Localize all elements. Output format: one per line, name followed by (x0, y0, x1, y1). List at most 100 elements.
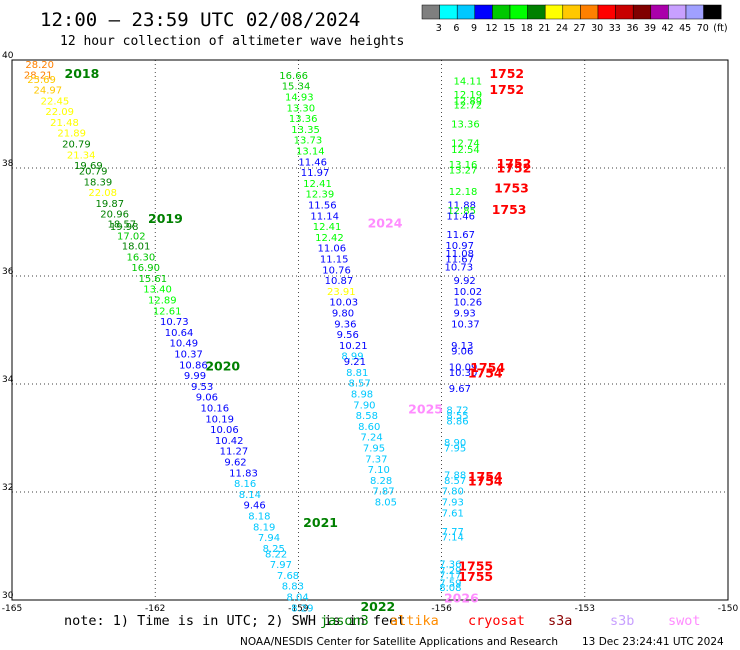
wave-height-value: 11.08 (445, 249, 474, 260)
footer-note: note: 1) Time is in UTC; 2) SWH is in fe… (64, 613, 405, 629)
wave-height-value: 10.87 (325, 276, 354, 287)
footer-credit: NOAA/NESDIS Center for Satellite Applica… (240, 636, 558, 648)
track-year-label: 2021 (303, 515, 338, 530)
wave-height-value: 8.05 (375, 498, 397, 509)
track-year-label: 1755 (458, 558, 493, 573)
colorbar-swatch (615, 4, 634, 20)
track-year-label: 1752 (489, 82, 524, 97)
wave-height-value: 13.16 (449, 160, 478, 171)
colorbar-swatch (580, 4, 599, 20)
colorbar-swatch (650, 4, 669, 20)
wave-height-value: 8.16 (234, 479, 256, 490)
wave-height-value: 8.55 (446, 411, 468, 422)
wave-height-value: 7.94 (258, 533, 280, 544)
track-year-label: 1754 (468, 474, 503, 489)
wave-height-value: 10.97 (445, 241, 474, 252)
wave-height-value: 18.57 (107, 219, 136, 230)
wave-height-value: 9.99 (184, 371, 206, 382)
track-year-label: 1754 (468, 366, 503, 381)
colorbar-label: 9 (471, 23, 477, 34)
wave-height-value: 11.27 (220, 447, 249, 458)
plot-frame (11, 59, 729, 601)
colorbar-swatch (685, 4, 704, 20)
wave-height-value: 21.89 (57, 129, 86, 140)
wave-height-value: 9.93 (454, 309, 476, 320)
wave-height-value: 22.08 (88, 188, 117, 199)
wave-height-value: 20.79 (62, 139, 91, 150)
wave-height-value: 7.77 (442, 527, 464, 538)
x-tick-label: -156 (431, 604, 452, 614)
satellite-legend: jason3 altika cryosat s3a s3b swot (320, 613, 701, 629)
wave-height-value: 16.90 (131, 263, 160, 274)
wave-height-value: 23.91 (327, 287, 356, 298)
track-year-label: 1752 (489, 66, 524, 81)
wave-height-value: 10.02 (454, 287, 483, 298)
colorbar-swatch (456, 4, 476, 20)
wave-height-value: 9.06 (451, 346, 473, 357)
colorbar-swatch (597, 4, 616, 20)
wave-height-value: 9.67 (449, 384, 471, 395)
wave-height-value: 13.73 (294, 136, 323, 147)
wave-height-value: 9.21 (344, 357, 366, 368)
wave-height-value: 8.19 (253, 522, 275, 533)
wave-height-value: 12.41 (313, 222, 342, 233)
wave-height-value: 10.37 (174, 350, 203, 361)
wave-height-value: 7.93 (442, 498, 464, 509)
wave-height-value: 12.61 (153, 306, 182, 317)
wave-height-value: 11.46 (446, 211, 475, 222)
wave-height-value: 12.39 (306, 190, 335, 201)
axis-ticks: -165 -162 -159 -156 -153 -150 30 32 34 36 38 40 (2, 51, 739, 614)
wave-height-value: 24.97 (33, 85, 62, 96)
wave-height-value: 8.60 (358, 422, 380, 433)
wave-height-value: 8.81 (346, 368, 368, 379)
wave-height-value: 10.06 (210, 425, 239, 436)
wave-height-value: 10.21 (339, 341, 368, 352)
wave-height-value: 13.40 (143, 285, 172, 296)
footer-timestamp: 13 Dec 23:24:41 UTC 2024 (582, 636, 724, 648)
wave-height-value: 10.49 (170, 339, 199, 350)
wave-height-value: 10.09 (449, 363, 478, 374)
y-tick-label: 40 (2, 51, 14, 61)
colorbar-swatch (562, 4, 581, 20)
colorbar-label: 39 (644, 23, 656, 34)
wave-height-value: 13.36 (289, 114, 318, 125)
wave-height-value: 8.57 (349, 379, 371, 390)
wave-height-value: 7.68 (277, 571, 299, 582)
wave-height-value: 18.01 (122, 242, 151, 253)
wave-height-value: 9.06 (196, 393, 218, 404)
colorbar-label: 30 (591, 23, 603, 34)
wave-height-value: 11.67 (445, 255, 474, 266)
wave-height-value: 10.86 (179, 360, 208, 371)
wave-height-value: 7.10 (368, 465, 390, 476)
colorbar-label: 21 (538, 23, 550, 34)
wave-height-value: 17.02 (117, 231, 146, 242)
grid (12, 60, 728, 600)
wave-height-value: 12.85 (447, 206, 476, 217)
wave-height-value: 13.27 (449, 165, 478, 176)
wave-height-value: 22.45 (41, 96, 70, 107)
colorbar-swatch (703, 4, 722, 20)
wave-height-value: 11.46 (298, 157, 327, 168)
colorbar-label: 70 (697, 23, 709, 34)
y-tick-label: 32 (2, 483, 13, 493)
wave-height-value: 13.35 (291, 125, 320, 136)
wave-height-value: 11.88 (447, 201, 476, 212)
wave-height-value: 13.36 (451, 120, 480, 131)
x-tick-label: -165 (2, 604, 22, 614)
x-tick-label: -153 (575, 604, 595, 614)
wave-height-value: 16.30 (127, 252, 156, 263)
wave-height-value: 13.30 (286, 103, 315, 114)
wave-height-value: 20.79 (79, 166, 108, 177)
colorbar-label: 42 (662, 23, 674, 34)
wave-height-value: 7.61 (442, 508, 464, 519)
colorbar-swatch (544, 4, 564, 20)
wave-height-value: 21.34 (67, 150, 96, 161)
wave-height-value: 11.56 (308, 201, 337, 212)
colorbar-label: 45 (679, 23, 691, 34)
wave-height-value: 12.41 (303, 179, 332, 190)
wave-height-value: 8.22 (265, 549, 287, 560)
y-tick-label: 36 (2, 267, 14, 277)
wave-height-value: 14.11 (454, 76, 483, 87)
wave-height-value: 7.95 (444, 444, 466, 455)
track-year-label: 2026 (444, 591, 479, 606)
